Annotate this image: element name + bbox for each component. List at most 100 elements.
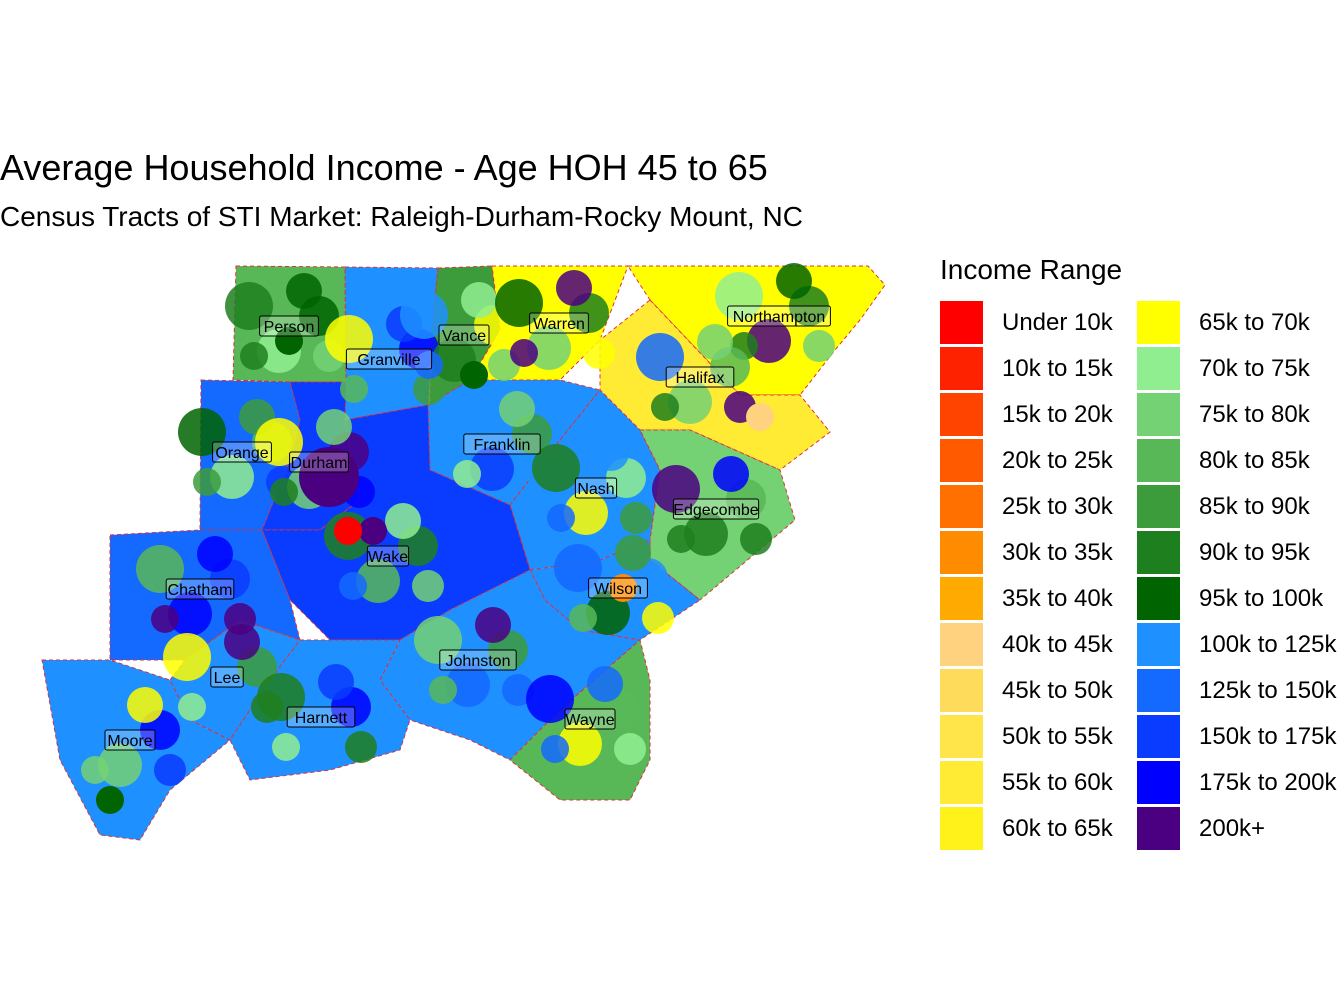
county-label-wake: Wake bbox=[368, 549, 408, 566]
legend-swatch bbox=[1137, 669, 1180, 712]
census-tract bbox=[98, 743, 142, 787]
legend-title: Income Range bbox=[940, 254, 1123, 285]
legend-label: 100k to 125k bbox=[1199, 631, 1337, 658]
county-label-box bbox=[438, 324, 490, 346]
legend-swatch bbox=[940, 761, 983, 804]
census-tract bbox=[564, 491, 608, 535]
census-tract bbox=[334, 517, 362, 545]
legend-swatch bbox=[940, 439, 983, 482]
census-tract bbox=[460, 361, 488, 389]
census-tract bbox=[414, 616, 462, 664]
census-tract bbox=[740, 523, 772, 555]
census-tract bbox=[558, 722, 602, 766]
census-tract bbox=[651, 393, 679, 421]
county-label-warren: Warren bbox=[533, 316, 585, 333]
census-tract bbox=[429, 676, 457, 704]
census-tract bbox=[385, 503, 421, 539]
census-tract bbox=[446, 663, 490, 707]
legend-label: 175k to 200k bbox=[1199, 769, 1337, 796]
census-tract bbox=[151, 605, 179, 633]
county-label-nash: Nash bbox=[577, 481, 614, 498]
census-tract bbox=[438, 400, 486, 448]
legend-label: 60k to 65k bbox=[1002, 815, 1113, 842]
legend-swatch bbox=[940, 623, 983, 666]
legend-swatch bbox=[1137, 577, 1180, 620]
census-tract bbox=[453, 460, 481, 488]
census-tract bbox=[668, 380, 712, 424]
census-tract bbox=[609, 574, 637, 602]
census-tract bbox=[587, 666, 623, 702]
census-tract bbox=[747, 319, 791, 363]
county-label-johnston: Johnston bbox=[446, 653, 511, 670]
census-tract bbox=[614, 733, 646, 765]
legend-swatch bbox=[1137, 531, 1180, 574]
county-label-box bbox=[529, 312, 589, 334]
legend-swatch bbox=[940, 715, 983, 758]
census-tract bbox=[224, 624, 260, 660]
census-tract bbox=[510, 339, 538, 367]
county-label-northampton: Northampton bbox=[733, 309, 826, 326]
census-tract bbox=[240, 342, 268, 370]
census-tract bbox=[275, 327, 303, 355]
census-tract bbox=[96, 786, 124, 814]
census-tract bbox=[502, 674, 534, 706]
census-tract bbox=[316, 409, 352, 445]
census-tract bbox=[270, 478, 298, 506]
legend-swatch bbox=[1137, 393, 1180, 436]
county-label-wayne: Wayne bbox=[565, 712, 614, 729]
legend-swatch bbox=[940, 393, 983, 436]
census-tract bbox=[412, 570, 444, 602]
county-label-wilson: Wilson bbox=[594, 581, 642, 598]
county-label-moore: Moore bbox=[107, 733, 152, 750]
census-tract bbox=[554, 544, 602, 592]
legend-swatch bbox=[1137, 347, 1180, 390]
census-tract bbox=[413, 373, 445, 405]
county-label-box bbox=[574, 477, 618, 499]
legend-label: 55k to 60k bbox=[1002, 769, 1113, 796]
census-tract bbox=[66, 696, 114, 744]
census-tract bbox=[470, 447, 514, 491]
legend-label: 95k to 100k bbox=[1199, 585, 1324, 612]
legend-swatch bbox=[940, 485, 983, 528]
county-label-box bbox=[165, 578, 235, 600]
census-tract bbox=[357, 362, 401, 406]
legend-label: 125k to 150k bbox=[1199, 677, 1337, 704]
legend-label: 40k to 45k bbox=[1002, 631, 1113, 658]
census-tract bbox=[257, 673, 305, 721]
legend-swatch bbox=[940, 531, 983, 574]
legend-label: 25k to 30k bbox=[1002, 493, 1113, 520]
census-tract bbox=[272, 733, 300, 761]
census-tract bbox=[527, 326, 571, 370]
county-label-chatham: Chatham bbox=[168, 582, 233, 599]
census-tract bbox=[526, 675, 574, 723]
legend-swatch bbox=[940, 669, 983, 712]
county-label-box bbox=[345, 348, 433, 370]
census-tract bbox=[325, 315, 373, 363]
legend-swatch bbox=[1137, 485, 1180, 528]
county-label-box bbox=[289, 451, 349, 473]
census-tract bbox=[195, 680, 239, 724]
census-tract bbox=[225, 282, 273, 330]
census-tract bbox=[168, 592, 212, 636]
census-tract bbox=[359, 517, 387, 545]
census-tract bbox=[615, 535, 651, 571]
county-label-durham: Durham bbox=[291, 455, 348, 472]
census-tract bbox=[154, 754, 186, 786]
county-label-box bbox=[672, 498, 760, 520]
census-tract bbox=[210, 455, 254, 499]
census-tract bbox=[163, 633, 211, 681]
legend-label: 150k to 175k bbox=[1199, 723, 1337, 750]
county-label-box bbox=[212, 441, 272, 463]
census-tract bbox=[652, 465, 700, 513]
county-label-person: Person bbox=[264, 319, 315, 336]
county-label-lee: Lee bbox=[214, 670, 241, 687]
county-label-vance: Vance bbox=[442, 328, 486, 345]
county-label-orange: Orange bbox=[215, 445, 268, 462]
census-tract bbox=[593, 435, 629, 471]
census-tract bbox=[776, 263, 812, 299]
census-tract bbox=[136, 545, 184, 593]
census-tract bbox=[400, 291, 448, 339]
legend-label: Under 10k bbox=[1002, 309, 1113, 336]
legend-swatch bbox=[1137, 439, 1180, 482]
county-label-franklin: Franklin bbox=[474, 437, 531, 454]
